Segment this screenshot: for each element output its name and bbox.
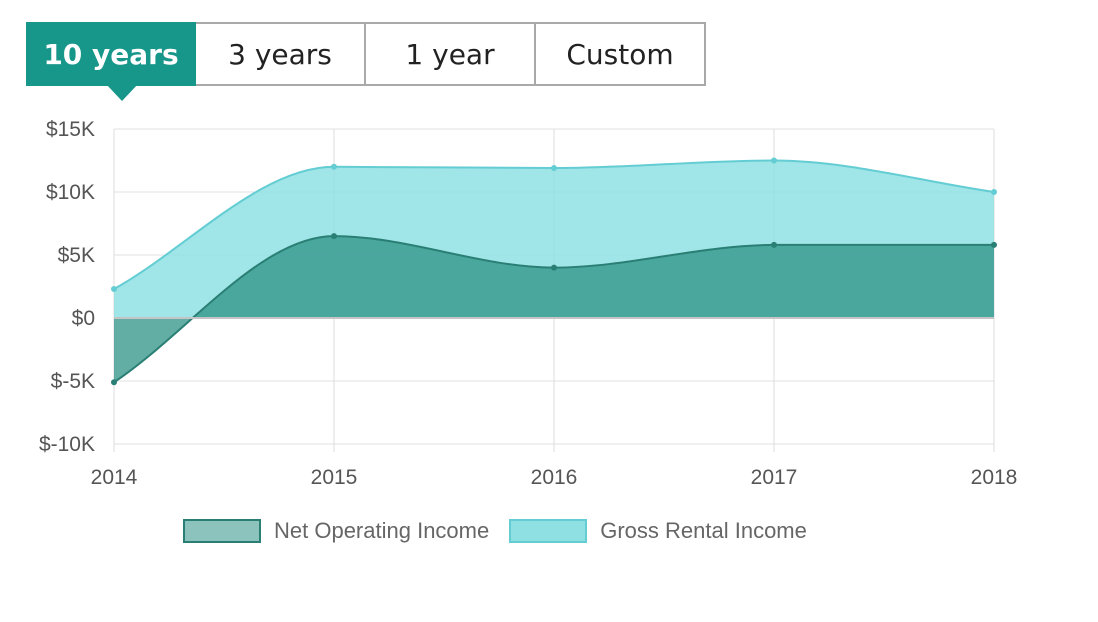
legend-swatch-gross <box>509 519 588 543</box>
y-tick-label: $10K <box>46 181 95 204</box>
x-tick-label: 2016 <box>531 466 578 489</box>
y-tick-label: $0 <box>72 307 95 330</box>
tab-custom[interactable]: Custom <box>536 22 706 86</box>
y-tick-label: $5K <box>58 244 95 267</box>
legend-item-gross-rental-income[interactable]: Gross Rental Income <box>509 518 807 544</box>
tab-3-years[interactable]: 3 years <box>196 22 366 86</box>
point-net-operating-income <box>991 241 997 248</box>
x-tick-label: 2015 <box>311 466 358 489</box>
line-net-operating-income <box>113 235 994 384</box>
point-net-operating-income <box>331 233 337 240</box>
legend-swatch-net <box>183 519 261 543</box>
point-net-operating-income <box>771 241 777 248</box>
legend-label-gross: Gross Rental Income <box>600 518 807 543</box>
point-net-operating-income <box>551 264 557 271</box>
legend-item-net-operating-income[interactable]: Net Operating Income <box>183 518 489 544</box>
tab-10-years[interactable]: 10 years <box>26 22 196 101</box>
y-tick-label: $-10K <box>39 433 95 456</box>
point-gross-rental-income <box>771 157 777 164</box>
x-tick-label: 2014 <box>91 466 138 489</box>
x-tick-label: 2017 <box>751 466 798 489</box>
time-range-tabs: 10 years 3 years 1 year Custom <box>26 22 706 101</box>
legend-label-net: Net Operating Income <box>274 518 490 543</box>
point-gross-rental-income <box>551 165 557 172</box>
x-tick-label: 2018 <box>971 466 1018 489</box>
tab-1-year[interactable]: 1 year <box>366 22 536 86</box>
y-tick-label: $-5K <box>51 370 95 393</box>
chart-legend: Net Operating Income Gross Rental Income <box>183 518 827 544</box>
point-gross-rental-income <box>991 189 997 195</box>
y-tick-label: $15K <box>46 118 95 141</box>
point-gross-rental-income <box>331 163 337 170</box>
point-gross-rental-income <box>111 286 117 293</box>
area-net-operating-income <box>114 236 994 383</box>
point-net-operating-income <box>111 379 117 386</box>
